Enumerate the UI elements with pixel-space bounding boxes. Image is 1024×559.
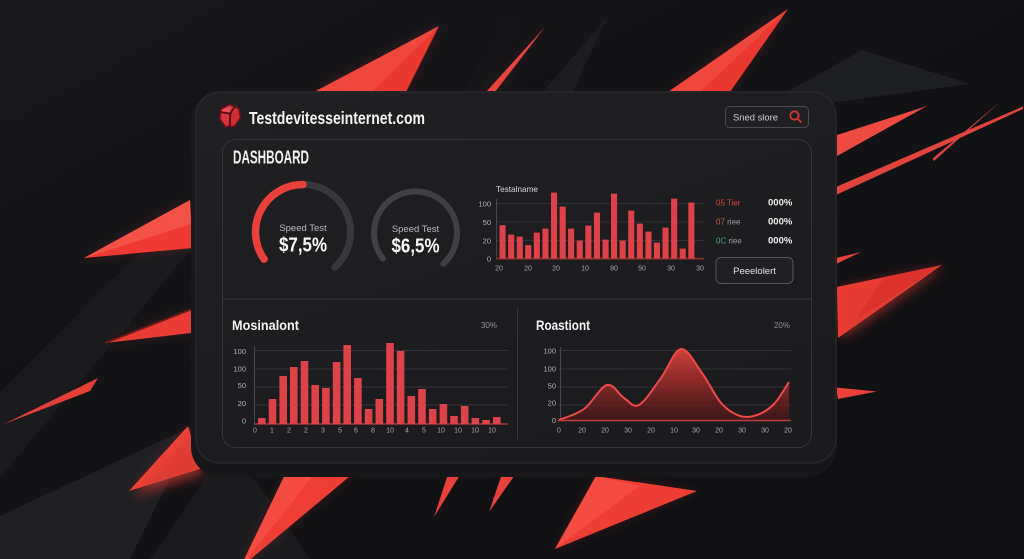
svg-text:0: 0 xyxy=(557,428,561,435)
svg-text:10: 10 xyxy=(454,428,462,435)
svg-text:1: 1 xyxy=(270,428,274,435)
svg-text:10: 10 xyxy=(386,428,394,435)
svg-text:10: 10 xyxy=(471,428,479,435)
svg-text:Speed Test: Speed Test xyxy=(279,223,327,234)
svg-text:100: 100 xyxy=(478,200,491,209)
svg-text:Peeelolert: Peeelolert xyxy=(733,266,776,277)
svg-text:Sned slore: Sned slore xyxy=(733,113,778,123)
svg-text:20: 20 xyxy=(238,399,246,408)
svg-text:10: 10 xyxy=(437,428,445,435)
svg-text:100: 100 xyxy=(543,365,556,374)
svg-text:000%: 000% xyxy=(768,217,793,228)
svg-text:0: 0 xyxy=(242,416,246,425)
svg-text:20: 20 xyxy=(524,266,532,273)
svg-text:20: 20 xyxy=(483,236,491,245)
svg-text:80: 80 xyxy=(610,266,618,273)
svg-text:$7,5%: $7,5% xyxy=(279,235,327,257)
svg-text:20: 20 xyxy=(552,266,560,273)
svg-text:20: 20 xyxy=(715,428,723,435)
svg-text:3: 3 xyxy=(321,428,325,435)
svg-text:30: 30 xyxy=(692,428,700,435)
svg-text:Mosinalont: Mosinalont xyxy=(232,317,299,333)
svg-text:000%: 000% xyxy=(768,236,793,247)
svg-text:30: 30 xyxy=(624,428,632,435)
svg-text:$6,5%: $6,5% xyxy=(392,236,440,258)
svg-text:30%: 30% xyxy=(481,321,497,330)
svg-text:20: 20 xyxy=(647,428,655,435)
svg-text:50: 50 xyxy=(483,218,491,227)
svg-text:50: 50 xyxy=(638,266,646,273)
svg-text:4: 4 xyxy=(405,428,409,435)
svg-text:0C riee: 0C riee xyxy=(716,237,742,246)
svg-text:10: 10 xyxy=(488,428,496,435)
svg-text:20%: 20% xyxy=(774,321,790,330)
svg-text:100: 100 xyxy=(543,347,556,356)
svg-text:DASHBOARD: DASHBOARD xyxy=(233,148,309,168)
svg-text:2: 2 xyxy=(287,428,291,435)
svg-text:07 riee: 07 riee xyxy=(716,218,741,227)
svg-text:8: 8 xyxy=(371,428,375,435)
svg-text:6: 6 xyxy=(354,428,358,435)
svg-text:20: 20 xyxy=(578,428,586,435)
svg-text:50: 50 xyxy=(238,381,246,390)
svg-text:20: 20 xyxy=(784,428,792,435)
svg-text:Speed Test: Speed Test xyxy=(392,224,440,235)
svg-text:5: 5 xyxy=(422,428,426,435)
svg-text:100: 100 xyxy=(233,347,246,356)
svg-text:10: 10 xyxy=(581,266,589,273)
svg-text:0: 0 xyxy=(253,428,257,435)
svg-text:10: 10 xyxy=(670,428,678,435)
svg-text:30: 30 xyxy=(761,428,769,435)
svg-text:30: 30 xyxy=(667,266,675,273)
svg-text:2: 2 xyxy=(304,428,308,435)
svg-text:0: 0 xyxy=(487,255,491,264)
svg-text:000%: 000% xyxy=(768,198,793,209)
svg-text:Testalname: Testalname xyxy=(496,184,538,194)
svg-text:20: 20 xyxy=(548,399,556,408)
svg-text:20: 20 xyxy=(495,266,503,273)
svg-text:05 Tier: 05 Tier xyxy=(716,199,741,208)
svg-text:Testdevitesseinternet.com: Testdevitesseinternet.com xyxy=(249,108,425,128)
svg-text:Roastiont: Roastiont xyxy=(536,317,590,333)
svg-text:50: 50 xyxy=(548,382,556,391)
svg-text:30: 30 xyxy=(738,428,746,435)
svg-text:0: 0 xyxy=(552,416,556,425)
svg-text:5: 5 xyxy=(338,428,342,435)
svg-text:30: 30 xyxy=(696,266,704,273)
svg-text:100: 100 xyxy=(233,365,246,374)
svg-text:20: 20 xyxy=(601,428,609,435)
